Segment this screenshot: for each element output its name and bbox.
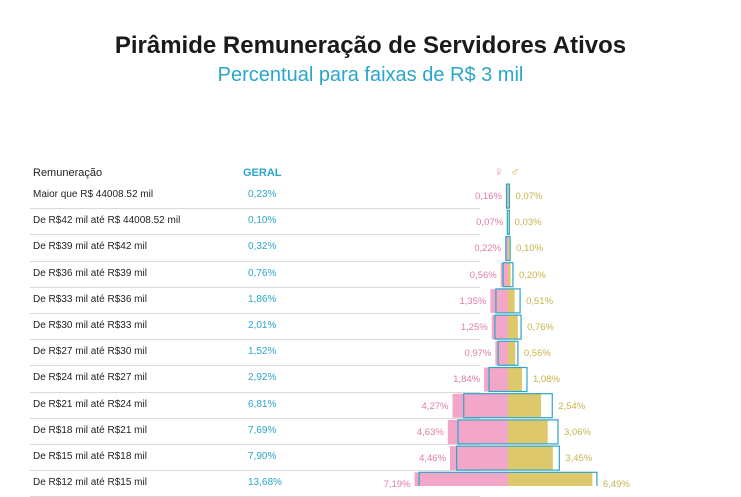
female-bar bbox=[415, 472, 508, 486]
male-bar bbox=[508, 315, 518, 339]
female-bar bbox=[484, 368, 508, 392]
male-bar bbox=[508, 472, 592, 486]
male-bar bbox=[508, 446, 553, 470]
female-bar bbox=[490, 289, 508, 313]
male-bar bbox=[508, 341, 515, 365]
male-bar bbox=[508, 263, 511, 287]
male-bar bbox=[508, 394, 541, 418]
male-bar bbox=[508, 420, 548, 444]
female-bar bbox=[448, 420, 508, 444]
female-bar bbox=[501, 263, 508, 287]
male-bar bbox=[508, 184, 509, 208]
female-bar bbox=[495, 341, 508, 365]
male-bar bbox=[508, 237, 509, 261]
pyramid-chart bbox=[0, 0, 741, 486]
female-bar bbox=[450, 446, 508, 470]
female-bar bbox=[452, 394, 508, 418]
male-bar bbox=[508, 368, 522, 392]
male-bar bbox=[508, 289, 515, 313]
female-bar bbox=[492, 315, 508, 339]
